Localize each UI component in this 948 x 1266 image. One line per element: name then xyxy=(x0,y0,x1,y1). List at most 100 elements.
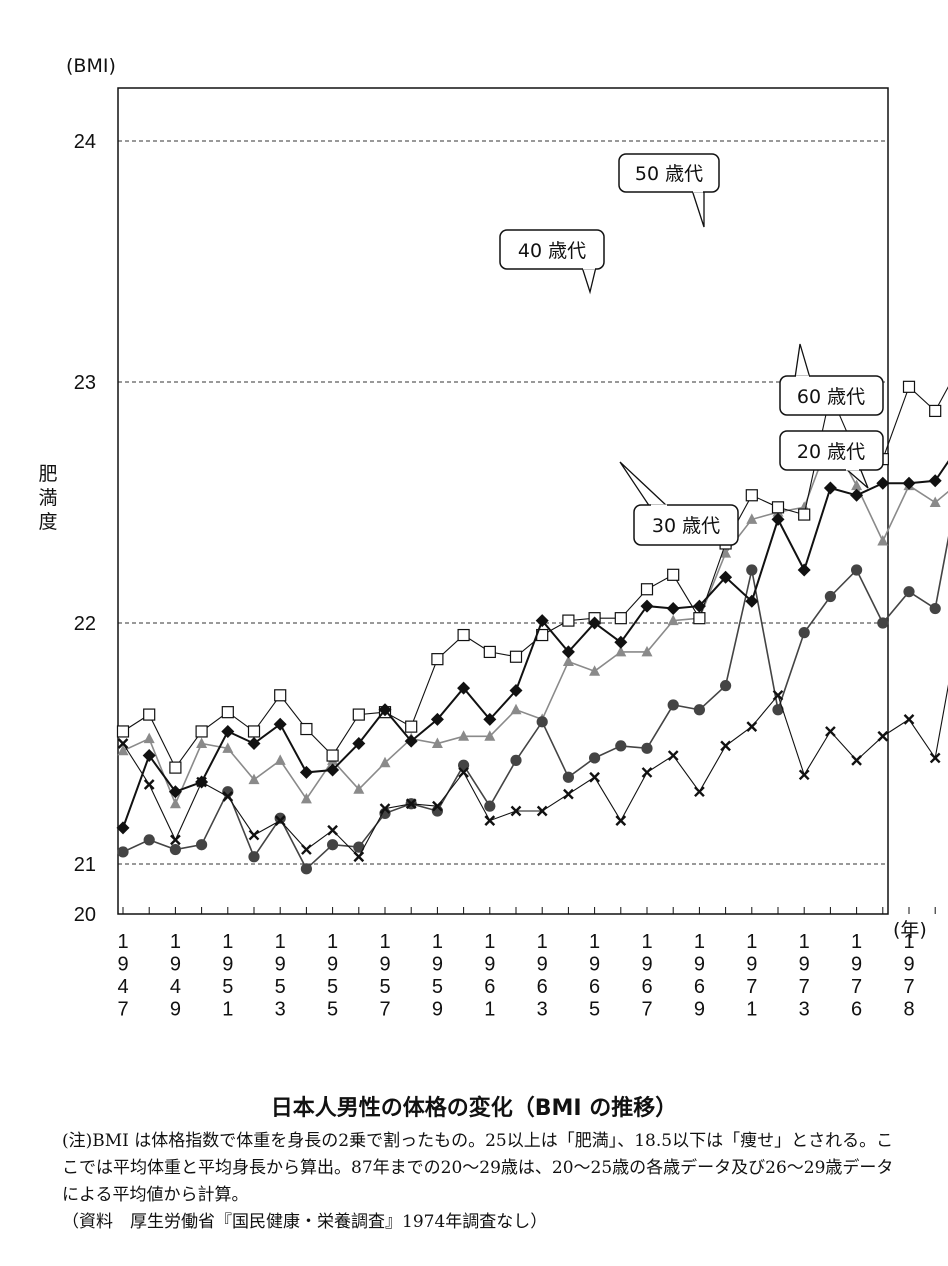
data-point xyxy=(274,815,286,826)
data-point xyxy=(614,612,627,625)
series-diamond xyxy=(116,460,948,835)
data-point xyxy=(851,564,863,576)
series-x xyxy=(117,684,948,863)
data-point xyxy=(404,734,418,748)
data-point xyxy=(352,737,366,750)
data-point xyxy=(300,722,313,736)
callout-60-label: 60 歳代 xyxy=(797,386,865,408)
data-point xyxy=(117,846,129,858)
chart-notes: (注)BMI は体格指数で体重を身長の2乗で割ったもの。25以上は「肥満」、18… xyxy=(62,1128,902,1236)
data-point xyxy=(196,737,208,748)
data-point xyxy=(430,712,444,726)
grid-lines xyxy=(118,140,888,865)
data-point xyxy=(561,645,575,659)
data-point xyxy=(772,704,784,716)
series-triangle xyxy=(117,431,948,809)
data-point xyxy=(483,712,497,726)
data-point xyxy=(536,716,548,728)
data-point xyxy=(352,708,365,721)
data-point xyxy=(877,535,889,546)
data-point xyxy=(117,744,129,756)
data-point xyxy=(143,834,155,846)
data-point xyxy=(169,761,182,774)
data-point xyxy=(353,841,365,853)
y-tick-label: 22 xyxy=(74,613,96,635)
data-point xyxy=(378,703,392,717)
data-point xyxy=(851,755,862,766)
data-point xyxy=(589,771,600,783)
data-point xyxy=(745,489,758,502)
data-point xyxy=(877,730,889,742)
data-point xyxy=(641,742,653,754)
data-point xyxy=(563,788,574,800)
data-point xyxy=(615,815,627,826)
data-point xyxy=(746,721,758,732)
data-point xyxy=(510,754,522,766)
callout-40: 40 歳代 xyxy=(499,229,605,295)
series-line xyxy=(122,460,948,829)
data-point xyxy=(274,689,287,702)
y-tick-label: 21 xyxy=(74,854,96,876)
series-circle xyxy=(117,535,948,875)
series-layer xyxy=(116,380,948,875)
data-point xyxy=(248,851,260,863)
data-point xyxy=(929,496,941,507)
data-point xyxy=(300,792,312,804)
callout-60: 60 歳代 xyxy=(779,343,884,416)
data-point xyxy=(142,749,156,763)
data-point xyxy=(143,708,156,721)
data-point xyxy=(666,602,680,616)
data-point xyxy=(850,488,864,502)
data-point xyxy=(299,765,313,779)
data-point xyxy=(326,763,340,777)
data-point xyxy=(902,476,916,490)
callout-30-label: 30 歳代 xyxy=(652,515,720,537)
data-point xyxy=(221,706,234,719)
data-point xyxy=(536,805,548,817)
data-point xyxy=(720,547,732,558)
data-point xyxy=(615,645,627,657)
data-point xyxy=(116,821,130,835)
callout-50-label: 50 歳代 xyxy=(635,163,703,185)
data-point xyxy=(824,590,837,603)
data-point xyxy=(692,599,706,613)
data-point xyxy=(143,732,155,744)
data-point xyxy=(903,714,915,725)
callout-20-label: 20 歳代 xyxy=(797,441,865,463)
data-point xyxy=(222,742,234,753)
data-point xyxy=(431,737,443,748)
data-point xyxy=(405,798,417,810)
data-point xyxy=(693,612,706,625)
y-axis-label-char: 肥 xyxy=(38,463,57,485)
data-point xyxy=(667,750,679,761)
bmi-chart: (BMI) (年) 肥満度 20 21 22 23 24 1 9 4 7 1 9 4 9 1 9 5 1 1 9 5… xyxy=(38,55,948,1021)
data-point xyxy=(458,767,469,778)
data-point xyxy=(327,839,339,851)
y-tick-label: 23 xyxy=(74,372,96,394)
data-point xyxy=(195,775,209,789)
data-point xyxy=(484,815,496,826)
data-point xyxy=(667,699,679,711)
data-point xyxy=(326,749,339,762)
plot-frame xyxy=(117,87,889,915)
y-axis-label: 肥満度 xyxy=(38,463,57,533)
y-axis-label-char: 度 xyxy=(38,511,57,533)
y-tick-label: 24 xyxy=(74,131,96,153)
data-point xyxy=(772,689,784,701)
data-point xyxy=(379,756,391,768)
data-point xyxy=(720,680,732,692)
data-point xyxy=(823,481,837,495)
data-point xyxy=(771,512,785,526)
data-point xyxy=(589,752,601,764)
x-ticks: 1 9 4 7 1 9 4 9 1 9 5 1 1 9 5 3 1 9 5 5 1 9 5 7 1 9 5 9 1 9 6 1 1 9 6 3 1 9 6 5… xyxy=(117,907,936,1021)
